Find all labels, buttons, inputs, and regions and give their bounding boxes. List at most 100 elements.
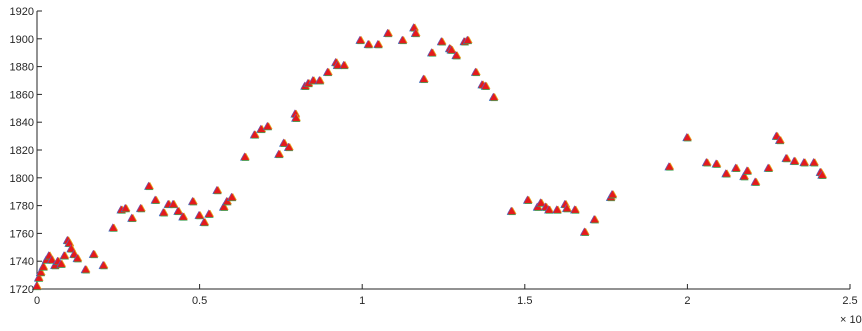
y-tick-label: 1860 <box>10 89 34 101</box>
triangle-marker <box>800 158 809 166</box>
triangle-marker <box>810 158 819 166</box>
triangle-marker <box>109 223 118 231</box>
triangle-marker <box>743 166 752 174</box>
triangle-marker <box>179 212 188 220</box>
data-point <box>522 195 533 204</box>
triangle-marker <box>489 93 498 101</box>
data-point <box>59 251 70 260</box>
data-point <box>35 267 46 277</box>
triangle-marker <box>740 172 749 180</box>
triangle-marker <box>665 162 674 170</box>
data-point <box>212 185 223 195</box>
data-point <box>144 181 154 191</box>
data-point <box>664 162 675 171</box>
triangle-marker <box>159 208 168 216</box>
data-point <box>817 170 828 179</box>
triangle-marker <box>590 215 599 223</box>
data-point <box>799 157 810 167</box>
triangle-marker <box>790 157 799 165</box>
data-point <box>314 75 325 85</box>
y-tick-label: 1780 <box>10 201 34 213</box>
data-point <box>88 249 99 259</box>
data-point <box>731 163 741 172</box>
triangle-marker <box>60 251 69 259</box>
x-exponent-label: × 104 <box>840 311 862 326</box>
triangle-marker <box>782 154 791 162</box>
triangle-marker <box>73 254 82 262</box>
triangle-marker <box>374 40 383 48</box>
data-point <box>204 209 215 218</box>
triangle-marker <box>220 202 228 211</box>
data-point <box>98 260 109 270</box>
x-tick-label: 0.5 <box>192 295 207 307</box>
data-point <box>589 214 600 224</box>
data-point <box>535 198 546 207</box>
triangle-marker <box>200 218 209 226</box>
data-point <box>383 28 393 38</box>
triangle-marker <box>151 196 160 204</box>
triangle-marker <box>324 68 332 76</box>
data-point <box>373 39 384 49</box>
data-point <box>135 203 146 213</box>
data-point <box>579 227 590 236</box>
data-point <box>168 199 179 209</box>
data-point <box>332 60 343 70</box>
data-point <box>451 50 462 60</box>
data-point <box>721 169 732 178</box>
triangle-marker <box>285 143 293 151</box>
data-point <box>781 153 792 163</box>
triangle-marker <box>65 239 74 247</box>
triangle-marker <box>364 40 373 48</box>
data-point <box>462 35 473 45</box>
triangle-marker <box>309 76 318 84</box>
y-tick-label: 1880 <box>10 62 34 74</box>
triangle-marker <box>169 200 178 208</box>
data-point <box>739 171 750 181</box>
data-point <box>446 45 457 54</box>
triangle-marker <box>99 261 108 269</box>
triangle-marker <box>33 282 41 290</box>
data-point <box>763 163 774 172</box>
data-point <box>239 152 250 161</box>
triangle-marker <box>250 130 259 138</box>
data-point <box>249 130 260 139</box>
triangle-marker <box>818 171 827 179</box>
data-point <box>274 149 285 159</box>
triangle-marker <box>315 76 324 84</box>
data-point <box>279 138 289 147</box>
data-point <box>470 67 481 77</box>
x-tick-label: 1.5 <box>517 295 532 307</box>
triangle-marker <box>751 177 760 186</box>
data-point <box>570 205 580 214</box>
y-tick-label: 1720 <box>10 284 34 296</box>
triangle-marker <box>195 211 204 219</box>
triangle-marker <box>137 204 146 212</box>
data-point <box>607 189 618 199</box>
y-tick-label: 1740 <box>10 256 34 268</box>
x-exponent-base: × 10 <box>840 314 862 326</box>
data-point <box>283 142 294 152</box>
triangle-marker <box>280 139 289 147</box>
triangle-marker <box>275 150 284 158</box>
triangle-marker <box>48 255 56 263</box>
triangle-marker <box>205 209 214 218</box>
triangle-marker <box>411 29 420 37</box>
triangle-marker <box>121 204 130 212</box>
data-points <box>31 23 828 291</box>
data-point <box>226 192 237 202</box>
triangle-marker <box>683 133 692 141</box>
triangle-marker <box>452 51 461 59</box>
triangle-marker <box>608 190 617 198</box>
data-point <box>187 196 198 206</box>
data-point <box>701 157 712 167</box>
triangle-marker <box>292 114 301 122</box>
data-point <box>426 48 437 57</box>
data-point <box>410 28 421 38</box>
data-point <box>480 81 491 90</box>
data-point <box>355 35 366 45</box>
data-point <box>178 212 189 221</box>
triangle-marker <box>524 196 532 204</box>
data-point <box>552 205 563 214</box>
triangle-marker <box>732 164 741 172</box>
y-tick-label: 1920 <box>10 6 34 18</box>
